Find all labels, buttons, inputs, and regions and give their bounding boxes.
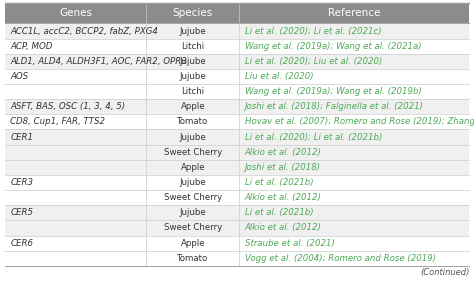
Bar xyxy=(5,175,469,190)
Text: Jujube: Jujube xyxy=(180,57,206,66)
Text: ACC1L, accC2, BCCP2, fabZ, PXG4: ACC1L, accC2, BCCP2, fabZ, PXG4 xyxy=(10,26,158,35)
Text: Li et al. (2021b): Li et al. (2021b) xyxy=(245,208,313,217)
Text: Genes: Genes xyxy=(59,8,92,18)
Text: Alkio et al. (2012): Alkio et al. (2012) xyxy=(245,193,322,202)
Text: ACP, MOD: ACP, MOD xyxy=(10,42,53,51)
Bar xyxy=(5,23,469,38)
Text: Sweet Cherry: Sweet Cherry xyxy=(164,193,222,202)
Text: Tomato: Tomato xyxy=(177,117,209,126)
Text: Straube et al. (2021): Straube et al. (2021) xyxy=(245,239,335,248)
Text: CER1: CER1 xyxy=(10,133,33,142)
Text: Litchi: Litchi xyxy=(182,87,204,96)
Bar xyxy=(5,130,469,145)
Bar xyxy=(5,69,469,84)
Bar xyxy=(5,220,469,235)
Text: ASFT, BAS, OSC (1, 3, 4, 5): ASFT, BAS, OSC (1, 3, 4, 5) xyxy=(10,102,126,111)
Text: CER6: CER6 xyxy=(10,239,33,248)
Text: Jujube: Jujube xyxy=(180,178,206,187)
Text: Wang et al. (2019a); Wang et al. (2021a): Wang et al. (2019a); Wang et al. (2021a) xyxy=(245,42,421,51)
Text: Hovav et al. (2007); Romero and Rose (2019); Zhang et al. (2021b): Hovav et al. (2007); Romero and Rose (20… xyxy=(245,117,474,126)
Bar xyxy=(5,114,469,130)
Bar xyxy=(5,160,469,175)
Text: Joshi et al. (2018): Joshi et al. (2018) xyxy=(245,163,321,172)
Bar xyxy=(5,54,469,69)
Text: Jujube: Jujube xyxy=(180,26,206,35)
Text: Reference: Reference xyxy=(328,8,381,18)
Text: Joshi et al. (2018); Falginella et al. (2021): Joshi et al. (2018); Falginella et al. (… xyxy=(245,102,424,111)
Bar xyxy=(5,190,469,205)
Text: Vogg et al. (2004); Romero and Rose (2019): Vogg et al. (2004); Romero and Rose (201… xyxy=(245,254,436,263)
Text: Jujube: Jujube xyxy=(180,208,206,217)
Bar xyxy=(5,205,469,220)
Text: Li et al. (2020); Liu et al. (2020): Li et al. (2020); Liu et al. (2020) xyxy=(245,57,382,66)
Text: Liu et al. (2020): Liu et al. (2020) xyxy=(245,72,313,81)
Text: AOS: AOS xyxy=(10,72,28,81)
Text: Apple: Apple xyxy=(181,163,205,172)
Text: Litchi: Litchi xyxy=(182,42,204,51)
Text: ALD1, ALD4, ALDH3F1, AOC, FAR2, OPR3: ALD1, ALD4, ALDH3F1, AOC, FAR2, OPR3 xyxy=(10,57,187,66)
Bar xyxy=(5,145,469,160)
Text: Alkio et al. (2012): Alkio et al. (2012) xyxy=(245,148,322,157)
Text: Species: Species xyxy=(173,8,213,18)
Bar xyxy=(5,99,469,114)
Bar xyxy=(5,251,469,266)
Text: Li et al. (2020); Li et al. (2021b): Li et al. (2020); Li et al. (2021b) xyxy=(245,133,382,142)
Text: Apple: Apple xyxy=(181,239,205,248)
Text: (Continued): (Continued) xyxy=(420,268,469,277)
Text: CD8, Cup1, FAR, TTS2: CD8, Cup1, FAR, TTS2 xyxy=(10,117,105,126)
Text: Sweet Cherry: Sweet Cherry xyxy=(164,148,222,157)
Text: Jujube: Jujube xyxy=(180,133,206,142)
Bar xyxy=(5,38,469,54)
Text: Apple: Apple xyxy=(181,102,205,111)
Text: Li et al. (2021b): Li et al. (2021b) xyxy=(245,178,313,187)
Bar xyxy=(5,235,469,251)
Text: Li et al. (2020); Li et al. (2021c): Li et al. (2020); Li et al. (2021c) xyxy=(245,26,382,35)
Bar xyxy=(5,3,469,23)
Text: Jujube: Jujube xyxy=(180,72,206,81)
Bar xyxy=(5,84,469,99)
Text: Alkio et al. (2012): Alkio et al. (2012) xyxy=(245,223,322,232)
Text: Sweet Cherry: Sweet Cherry xyxy=(164,223,222,232)
Text: CER3: CER3 xyxy=(10,178,33,187)
Text: Wang et al. (2019a); Wang et al. (2019b): Wang et al. (2019a); Wang et al. (2019b) xyxy=(245,87,422,96)
Text: CER5: CER5 xyxy=(10,208,33,217)
Text: Tomato: Tomato xyxy=(177,254,209,263)
